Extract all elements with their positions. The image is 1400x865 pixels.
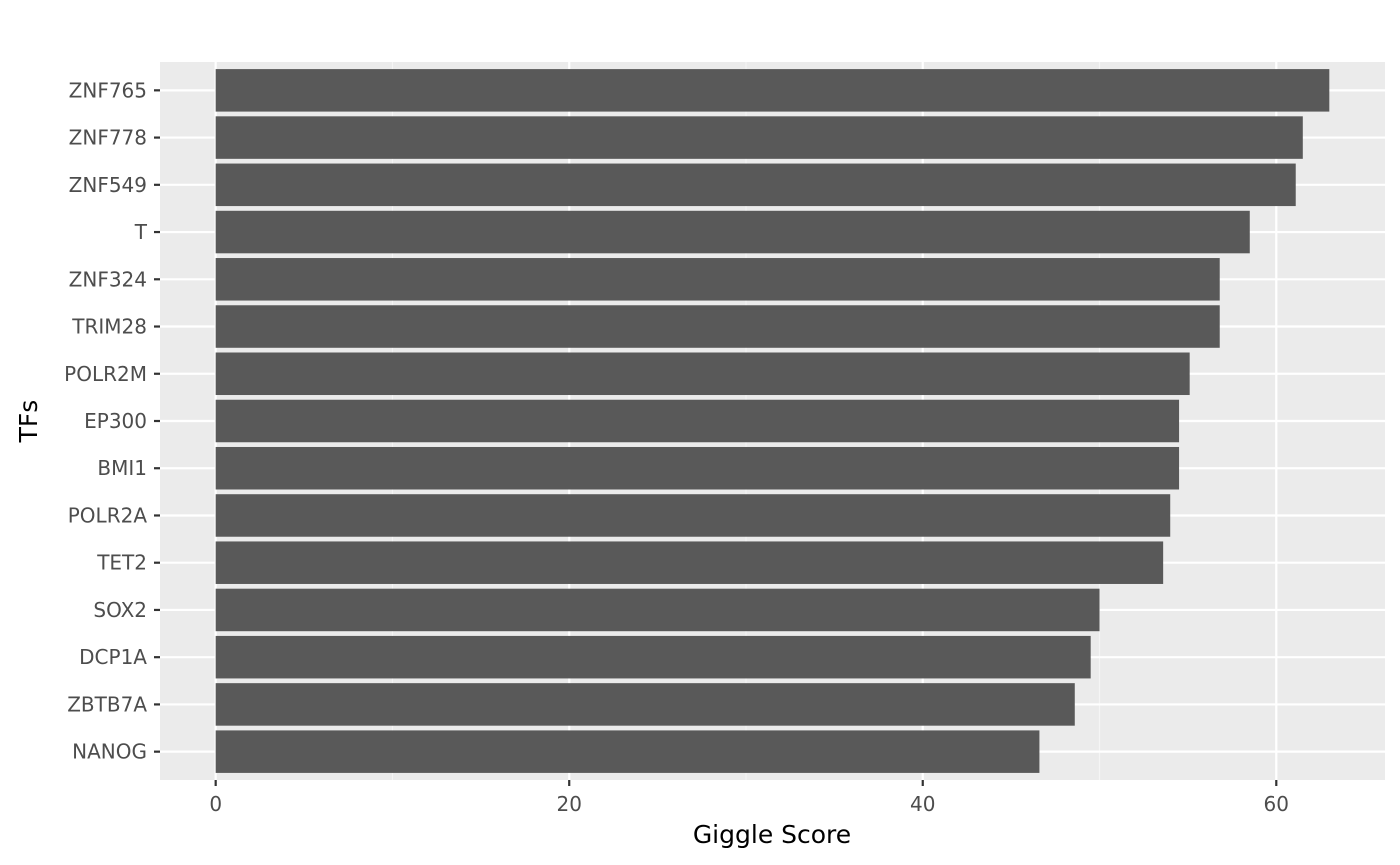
bar-trim28: [215, 305, 1220, 348]
bar-znf765: [215, 69, 1330, 112]
y-tick-label: EP300: [84, 409, 147, 433]
y-tick-label: DCP1A: [79, 645, 147, 669]
y-tick-label: POLR2A: [68, 503, 148, 527]
y-axis-title: TFs: [14, 400, 43, 444]
bar-nanog: [215, 730, 1040, 773]
bar-polr2a: [215, 494, 1171, 537]
y-tick-label: T: [134, 220, 148, 244]
y-tick-label: ZNF765: [69, 78, 147, 102]
y-tick-label: ZNF549: [69, 173, 147, 197]
x-tick-label: 40: [910, 792, 935, 816]
bar-zbtb7a: [215, 683, 1075, 726]
y-tick-label: POLR2M: [64, 362, 147, 386]
bar-t: [215, 210, 1250, 254]
x-tick-label: 0: [209, 792, 222, 816]
bar-bmi1: [215, 446, 1180, 490]
bars: [215, 69, 1330, 773]
bar-polr2m: [215, 352, 1190, 396]
bar-tet2: [215, 541, 1164, 584]
bar-ep300: [215, 399, 1180, 443]
bar-znf324: [215, 258, 1220, 301]
x-tick-label: 60: [1264, 792, 1289, 816]
y-tick-label: ZNF778: [69, 126, 147, 150]
x-axis: 0 20 40 60: [209, 780, 1289, 816]
y-tick-label: NANOG: [72, 740, 147, 764]
bar-znf778: [215, 116, 1303, 159]
y-tick-label: SOX2: [93, 598, 147, 622]
y-axis: ZNF765 ZNF778 ZNF549 T ZNF324 TRIM28 POLR2M EP3…: [64, 78, 160, 764]
bar-dcp1a: [215, 635, 1091, 679]
bar-sox2: [215, 588, 1100, 632]
y-tick-label: TRIM28: [71, 315, 147, 339]
y-tick-label: TET2: [96, 551, 147, 575]
y-tick-label: ZBTB7A: [67, 692, 147, 716]
y-tick-label: ZNF324: [69, 267, 147, 291]
x-tick-label: 20: [556, 792, 581, 816]
bar-znf549: [215, 163, 1296, 207]
x-axis-title: Giggle Score: [693, 820, 851, 849]
y-tick-label: BMI1: [97, 456, 147, 480]
